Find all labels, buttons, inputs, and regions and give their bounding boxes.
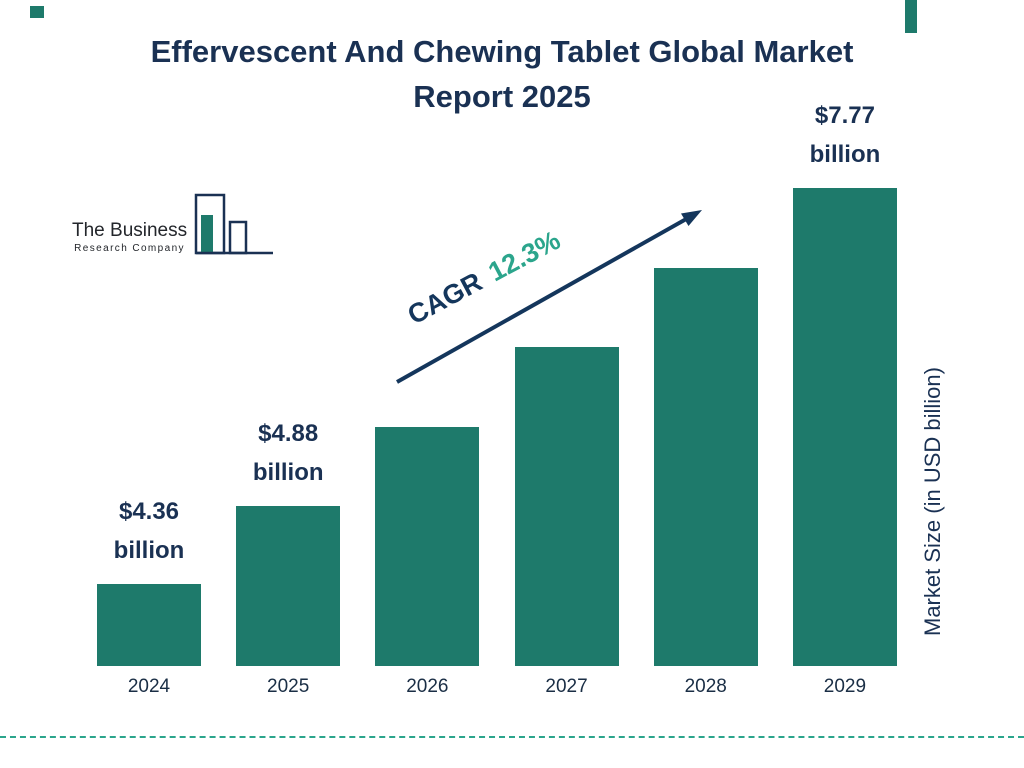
growth-arrow-icon xyxy=(396,210,702,384)
x-axis-label-2028: 2028 xyxy=(684,676,727,697)
bar-column-2029: $7.77 billion 2029 xyxy=(792,97,897,698)
bar-column-2024: $4.36 billion 2024 xyxy=(97,493,201,698)
value-amount: $7.77 xyxy=(814,102,875,130)
value-unit: billion xyxy=(809,140,881,168)
logo-subname: Research Company xyxy=(74,243,185,254)
x-axis-label-2027: 2027 xyxy=(545,676,588,697)
corner-accent-left xyxy=(30,6,44,18)
bar-2025 xyxy=(236,506,341,666)
value-unit: billion xyxy=(252,458,324,486)
bar-column-2027: 2027 xyxy=(514,347,619,698)
bar-column-2025: $4.88 billion 2025 xyxy=(236,415,341,698)
logo-name: The Business xyxy=(72,220,188,241)
bar-2029 xyxy=(792,188,897,666)
value-label: $7.77 billion xyxy=(810,97,881,174)
value-label: $4.36 billion xyxy=(114,493,185,570)
corner-accent-right xyxy=(905,0,917,33)
x-axis-label-2029: 2029 xyxy=(823,676,867,697)
x-axis-label-2025: 2025 xyxy=(267,676,310,697)
x-axis-label-2024: 2024 xyxy=(127,676,171,697)
bottom-dashed-divider xyxy=(0,736,1024,738)
bar-2028 xyxy=(653,268,758,666)
value-label: $4.88 billion xyxy=(253,415,324,492)
company-logo: The Business Research Company xyxy=(72,192,277,258)
y-axis-label: Market Size (in USD billion) xyxy=(920,367,945,637)
logo-text: The Business Research Company xyxy=(72,220,187,258)
bar-chart: $4.36 billion 2024 $4.88 billion 2025 20… xyxy=(97,97,897,698)
x-axis-label-2026: 2026 xyxy=(406,676,449,697)
bar-2024 xyxy=(97,584,201,666)
bar-chart-logo-icon xyxy=(194,193,274,255)
bar-column-2028: 2028 xyxy=(653,268,758,698)
value-unit: billion xyxy=(113,536,185,564)
value-amount: $4.36 xyxy=(118,498,180,526)
chart-title: Effervescent And Chewing Tablet Global M… xyxy=(150,34,854,114)
value-amount: $4.88 xyxy=(258,420,319,448)
bar-2026 xyxy=(375,427,480,666)
bar-2027 xyxy=(514,347,619,666)
bar-column-2026: 2026 xyxy=(375,427,480,698)
